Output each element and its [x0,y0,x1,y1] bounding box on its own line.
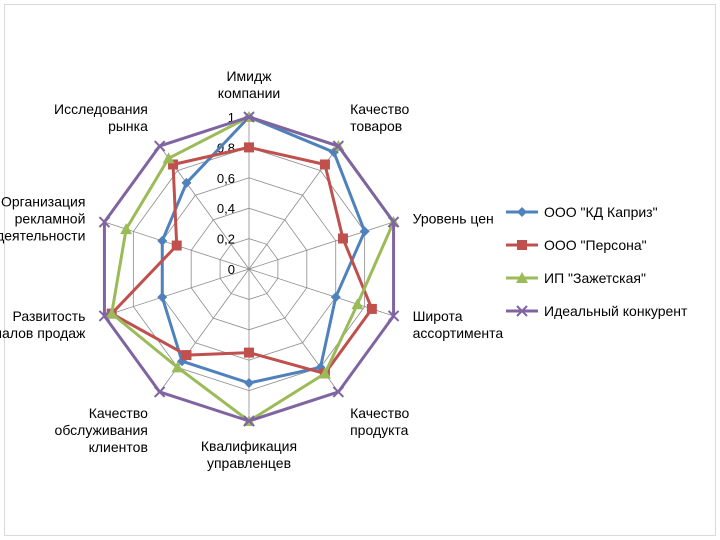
category-label: каналов продаж [0,325,86,341]
data-point-x [332,140,345,152]
legend-label: Идеальный конкурент [544,303,688,319]
data-point-diamond [330,292,341,303]
category-label: деятельности [0,227,85,243]
data-point-x [387,216,400,228]
tick-label: 1 [228,110,235,125]
legend-label: ИП "Зажетская" [544,270,646,286]
category-label: Квалификация [201,438,297,454]
chart-frame [4,4,716,536]
data-point-x [243,111,255,123]
grid-spoke [248,221,394,270]
data-point-x [243,415,255,427]
data-point-x [153,140,166,152]
data-point-triangle [120,223,133,235]
category-label: компании [218,85,280,101]
tick-label: 0,2 [217,232,235,247]
data-point-diamond [157,235,168,246]
category-label: рынка [108,118,148,134]
category-label: Исследования [54,101,148,117]
category-label: товаров [350,118,402,134]
data-point-square [168,159,179,170]
data-point-square [319,159,330,170]
category-label: Развитость [12,308,85,324]
grid-spoke [104,268,250,317]
data-point-triangle [162,152,175,164]
category-label: обслуживания [55,422,148,438]
legend-label: ООО "Персона" [544,237,647,253]
category-label: Организация [1,193,85,209]
category-label: продукта [350,422,409,438]
category-label: Качество [350,405,409,421]
data-point-diamond [517,207,527,217]
data-point-square [337,233,348,244]
data-point-square [181,350,192,361]
data-point-triangle [171,361,184,373]
data-point-square [171,240,182,251]
data-point-diamond [244,378,254,388]
data-point-x [153,386,166,398]
data-point-square [244,142,254,153]
data-point-triangle [105,307,118,319]
data-point-diamond [359,226,370,237]
data-point-triangle [351,298,364,310]
category-label: Уровень цен [413,210,494,226]
category-label: Качество [89,405,148,421]
legend-label: ООО "КД Каприз" [544,204,658,220]
category-label: Широта [413,308,463,324]
data-point-square [244,347,254,358]
category-label: Качество [350,101,409,117]
category-label: ассортимента [413,325,504,341]
tick-label: 0,4 [217,201,235,216]
category-label: Имидж [226,68,272,84]
series-line [110,145,374,376]
category-label: управленцев [207,455,291,471]
series-line [160,115,367,385]
category-label: рекламной [15,210,86,226]
data-point-square [517,240,527,250]
data-point-diamond [181,177,192,188]
data-point-x [387,310,400,322]
tick-label: 0 [228,262,235,277]
data-point-triangle [516,272,528,283]
data-point-triangle [318,367,331,379]
category-label: клиентов [89,439,148,455]
data-point-x [516,305,528,317]
data-point-x [332,386,345,398]
data-point-x [98,310,111,322]
tick-label: 0,6 [217,171,235,186]
data-point-square [366,303,377,314]
data-point-x [98,216,111,228]
data-point-diamond [157,292,168,303]
